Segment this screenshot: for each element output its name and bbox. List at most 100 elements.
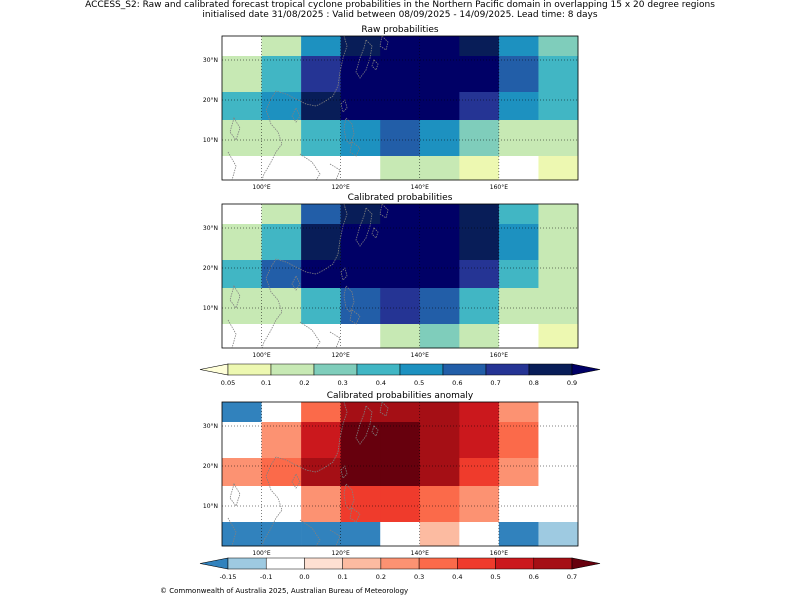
heatmap-cell xyxy=(498,288,539,325)
heatmap-cell xyxy=(498,204,539,225)
heatmap-cell xyxy=(340,288,381,325)
x-tick-label: 120°E xyxy=(332,184,350,191)
y-tick-label: 10°N xyxy=(203,503,218,510)
colorbar-tick-label: 0.3 xyxy=(337,379,347,387)
heatmap-cell xyxy=(340,120,381,157)
probability-colorbar: 0.05 0.1 0.2 0.3 0.4 0.5 0.6 0.7 0.8 0.9 xyxy=(199,363,601,387)
colorbar-segment xyxy=(442,363,487,376)
colorbar-tick-label: 0.2 xyxy=(299,379,309,387)
heatmap-cell xyxy=(538,402,579,423)
heatmap-cell xyxy=(419,120,460,157)
copyright-footer: © Commonwealth of Australia 2025, Austra… xyxy=(160,587,409,595)
heatmap-cell xyxy=(498,486,539,523)
heatmap-cell xyxy=(538,260,579,289)
heatmap-cell xyxy=(380,422,421,459)
figure-title-line2: initialised date 31/08/2025 : Valid betw… xyxy=(202,10,598,20)
heatmap-cell xyxy=(340,522,381,547)
heatmap-cell xyxy=(498,324,539,349)
heatmap-cell xyxy=(419,402,460,423)
heatmap-cell xyxy=(498,156,539,181)
heatmap-cell xyxy=(340,402,381,423)
heatmap-cell xyxy=(538,522,579,547)
colorbar-extend-low xyxy=(199,557,229,570)
coastline-path xyxy=(355,207,373,247)
heatmap-cell xyxy=(538,120,579,157)
heatmap-cell xyxy=(538,92,579,121)
heatmap-cell xyxy=(301,486,341,523)
colorbar-segment xyxy=(485,363,530,376)
x-tick-label: 120°E xyxy=(332,352,350,359)
heatmap-cell xyxy=(498,56,539,93)
coastline-path xyxy=(355,39,373,79)
heatmap-cell xyxy=(498,224,539,261)
heatmap-cell xyxy=(419,92,460,121)
colorbar-segment xyxy=(270,363,315,376)
heatmap-cell xyxy=(459,156,500,181)
colorbar-segment xyxy=(227,363,272,376)
heatmap-cell xyxy=(459,324,500,349)
heatmap-cell xyxy=(222,204,262,225)
heatmap-cell xyxy=(301,324,341,349)
coastline-path xyxy=(261,90,283,181)
heatmap-cell xyxy=(222,522,262,547)
x-tick-label: 100°E xyxy=(252,550,270,557)
heatmap-cell xyxy=(459,522,500,547)
heatmap-cell xyxy=(261,92,302,121)
heatmap-cell xyxy=(419,224,460,261)
coastline-path xyxy=(343,285,355,313)
heatmap-cell xyxy=(222,260,262,289)
heatmap-cell xyxy=(261,36,302,57)
heatmap-cell xyxy=(380,324,421,349)
heatmap-cell xyxy=(498,522,539,547)
y-tick-label: 30°N xyxy=(203,225,218,232)
colorbar-tick-label: -0.15 xyxy=(220,573,237,581)
heatmap-cell xyxy=(419,288,460,325)
coastline-path xyxy=(291,107,301,123)
panel-title: Calibrated probabilities xyxy=(348,193,453,203)
colorbar-tick-label: 0.6 xyxy=(452,379,462,387)
coastline-path xyxy=(340,99,348,113)
colorbar-segment xyxy=(418,557,458,570)
coastline-path xyxy=(379,401,389,417)
heatmap-cell xyxy=(340,260,381,289)
heatmap-cell xyxy=(459,120,500,157)
heatmap-cell xyxy=(538,36,579,57)
map-panel-3: Calibrated probabilities anomaly 100°E 120… xyxy=(203,391,579,557)
coastline-path xyxy=(329,163,341,181)
figure-title-line1: ACCESS_S2: Raw and calibrated forecast t… xyxy=(85,0,715,10)
heatmap-cell xyxy=(340,224,381,261)
colorbar-tick-label: 0.5 xyxy=(490,573,500,581)
coastline-path xyxy=(349,141,361,157)
heatmap-cell xyxy=(261,288,302,325)
coastline-path xyxy=(329,529,341,547)
map-panel-1: Raw probabilities 100°E 120°E 140°E 160°E 10°… xyxy=(203,25,579,191)
heatmap-cell xyxy=(340,204,381,225)
heatmap-cell xyxy=(459,56,500,93)
heatmap-cell xyxy=(419,36,460,57)
y-tick-label: 20°N xyxy=(203,463,218,470)
coastline-path xyxy=(349,507,361,523)
coastline-path xyxy=(371,59,379,71)
heatmap-cell xyxy=(498,120,539,157)
coastline-path xyxy=(340,267,348,281)
heatmap-cell xyxy=(498,260,539,289)
colorbar-segment xyxy=(265,557,305,570)
heatmap-cell xyxy=(261,56,302,93)
coastline-path xyxy=(291,473,301,489)
y-tick-label: 10°N xyxy=(203,305,218,312)
heatmap-cell xyxy=(419,458,460,487)
heatmap-cell xyxy=(380,204,421,225)
heatmap-cell xyxy=(380,156,421,181)
heatmap-cell xyxy=(380,56,421,93)
colorbar-extend-low xyxy=(199,363,229,376)
heatmap-cell xyxy=(222,36,262,57)
colorbar-segment xyxy=(313,363,358,376)
heatmap-cell xyxy=(419,486,460,523)
heatmap-cell xyxy=(261,486,302,523)
heatmap-cell xyxy=(340,458,381,487)
map-panel-2: Calibrated probabilities 100°E 120°E 140°E 1… xyxy=(203,193,579,359)
map-frame xyxy=(221,401,579,547)
colorbar-tick-label: 0.3 xyxy=(414,573,424,581)
heatmap-cell xyxy=(459,402,500,423)
heatmap-cell xyxy=(459,458,500,487)
